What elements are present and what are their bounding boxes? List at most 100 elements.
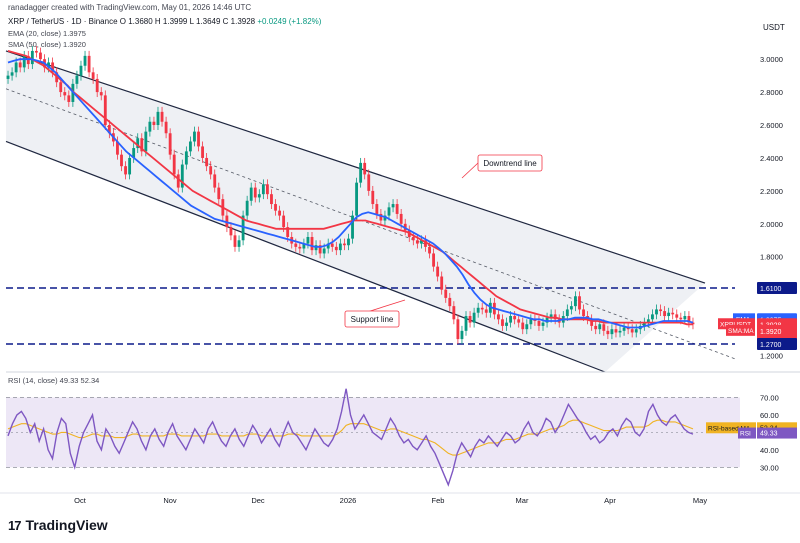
candle[interactable] bbox=[659, 304, 662, 317]
candle[interactable] bbox=[387, 202, 391, 221]
candle[interactable] bbox=[351, 210, 354, 244]
candle[interactable] bbox=[371, 185, 375, 209]
candle[interactable] bbox=[107, 120, 111, 139]
candle[interactable] bbox=[180, 159, 184, 193]
candle[interactable] bbox=[213, 169, 217, 193]
candle[interactable] bbox=[614, 324, 618, 338]
candle[interactable] bbox=[30, 45, 34, 70]
candle[interactable] bbox=[310, 232, 314, 256]
candle[interactable] bbox=[444, 284, 448, 303]
candle[interactable] bbox=[517, 314, 521, 328]
candle[interactable] bbox=[630, 324, 634, 338]
candle[interactable] bbox=[156, 106, 160, 130]
candle[interactable] bbox=[91, 67, 95, 84]
candle[interactable] bbox=[298, 241, 302, 254]
candle[interactable] bbox=[278, 205, 281, 221]
candle[interactable] bbox=[201, 141, 204, 163]
candle[interactable] bbox=[270, 189, 273, 209]
candle[interactable] bbox=[334, 241, 338, 256]
support-callout-box[interactable] bbox=[344, 310, 400, 328]
candle[interactable] bbox=[209, 161, 213, 180]
candle[interactable] bbox=[136, 133, 140, 154]
candle[interactable] bbox=[152, 116, 156, 130]
candle[interactable] bbox=[225, 210, 229, 233]
candle[interactable] bbox=[79, 60, 83, 81]
support-line[interactable] bbox=[5, 140, 606, 373]
rsi-legend[interactable]: RSI (14, close) 49.33 52.34 bbox=[8, 376, 100, 385]
ema-line[interactable] bbox=[7, 58, 694, 329]
candle[interactable] bbox=[472, 307, 476, 328]
candle[interactable] bbox=[326, 238, 330, 254]
candle[interactable] bbox=[480, 302, 484, 315]
candle[interactable] bbox=[436, 261, 440, 282]
candle[interactable] bbox=[618, 325, 622, 338]
candle[interactable] bbox=[237, 235, 241, 252]
candle[interactable] bbox=[99, 87, 103, 101]
candle[interactable] bbox=[578, 291, 581, 315]
candle[interactable] bbox=[188, 136, 192, 157]
candle[interactable] bbox=[75, 70, 79, 89]
symbol-name[interactable]: XRP / TetherUS · 1D · Binance bbox=[8, 17, 118, 26]
candle[interactable] bbox=[355, 177, 358, 221]
candle[interactable] bbox=[464, 311, 468, 336]
candle[interactable] bbox=[391, 199, 395, 213]
downtrend-callout-box[interactable] bbox=[477, 154, 543, 172]
candle[interactable] bbox=[176, 169, 180, 193]
candle[interactable] bbox=[505, 317, 508, 331]
candle[interactable] bbox=[460, 325, 464, 345]
candle[interactable] bbox=[565, 304, 569, 321]
candle[interactable] bbox=[63, 87, 67, 101]
candle[interactable] bbox=[569, 301, 573, 315]
candle[interactable] bbox=[529, 314, 533, 330]
candle[interactable] bbox=[261, 179, 265, 200]
candle[interactable] bbox=[525, 319, 529, 335]
candle[interactable] bbox=[574, 291, 577, 312]
candle[interactable] bbox=[622, 322, 626, 336]
candle[interactable] bbox=[330, 238, 334, 252]
candle[interactable] bbox=[501, 314, 504, 331]
candle[interactable] bbox=[663, 306, 667, 321]
candle[interactable] bbox=[128, 153, 132, 180]
candle[interactable] bbox=[132, 143, 136, 163]
candle[interactable] bbox=[265, 179, 269, 200]
candle[interactable] bbox=[124, 161, 127, 180]
candle[interactable] bbox=[424, 235, 427, 252]
candle[interactable] bbox=[456, 314, 460, 345]
candle[interactable] bbox=[67, 90, 71, 107]
tradingview-logo[interactable]: 17 TradingView bbox=[8, 517, 108, 533]
candle[interactable] bbox=[229, 222, 233, 241]
candle[interactable] bbox=[484, 304, 488, 318]
candle[interactable] bbox=[95, 73, 99, 98]
candle[interactable] bbox=[432, 248, 436, 272]
candle[interactable] bbox=[87, 50, 91, 78]
candle[interactable] bbox=[164, 116, 168, 139]
candle[interactable] bbox=[367, 169, 371, 196]
candle[interactable] bbox=[217, 182, 221, 205]
candle[interactable] bbox=[172, 149, 176, 180]
candle[interactable] bbox=[193, 126, 196, 147]
candle[interactable] bbox=[379, 208, 383, 226]
candle[interactable] bbox=[253, 182, 257, 203]
candle[interactable] bbox=[411, 232, 415, 246]
candle[interactable] bbox=[606, 325, 610, 340]
candle[interactable] bbox=[343, 238, 346, 251]
candle[interactable] bbox=[10, 67, 14, 81]
candle[interactable] bbox=[148, 116, 152, 137]
candle[interactable] bbox=[302, 238, 306, 254]
candle[interactable] bbox=[241, 210, 245, 246]
candle[interactable] bbox=[610, 324, 614, 340]
candle[interactable] bbox=[205, 153, 209, 172]
candle[interactable] bbox=[634, 324, 638, 338]
ema-legend[interactable]: EMA (20, close) 1.3975 bbox=[8, 29, 86, 38]
candle[interactable] bbox=[440, 271, 444, 295]
candle[interactable] bbox=[452, 301, 456, 325]
candle[interactable] bbox=[476, 302, 480, 318]
downtrend-line[interactable] bbox=[5, 50, 706, 284]
candle[interactable] bbox=[488, 297, 492, 318]
candle[interactable] bbox=[257, 189, 261, 203]
candle[interactable] bbox=[448, 292, 452, 312]
candle[interactable] bbox=[468, 311, 472, 328]
sma-line[interactable] bbox=[7, 50, 693, 326]
candle[interactable] bbox=[594, 320, 598, 335]
